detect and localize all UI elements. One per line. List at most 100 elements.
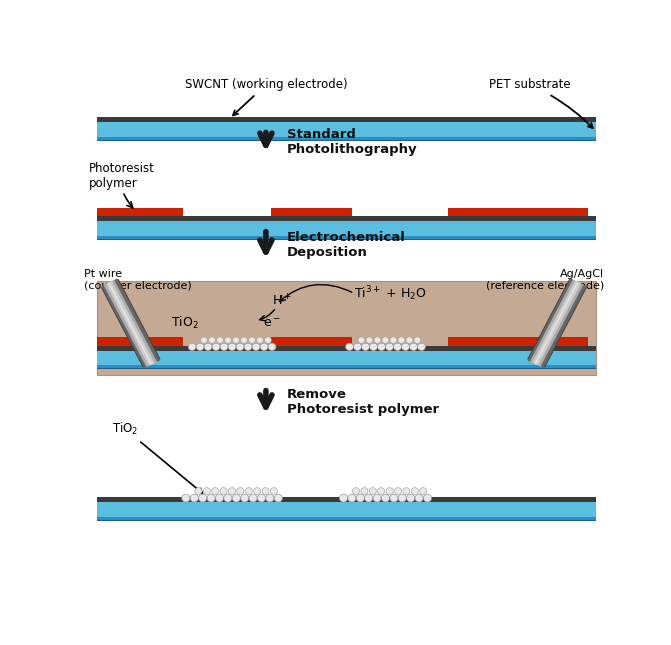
Bar xyxy=(97,497,596,502)
Circle shape xyxy=(346,343,354,351)
Circle shape xyxy=(394,343,401,351)
Circle shape xyxy=(209,337,215,343)
Bar xyxy=(97,239,596,241)
Text: TiO$_2$: TiO$_2$ xyxy=(170,315,199,332)
Bar xyxy=(448,208,588,217)
Bar xyxy=(97,236,596,241)
Circle shape xyxy=(358,337,365,343)
Circle shape xyxy=(241,494,249,502)
Circle shape xyxy=(348,494,356,502)
Circle shape xyxy=(236,343,244,351)
Circle shape xyxy=(364,494,373,502)
Circle shape xyxy=(390,337,397,343)
Text: Electrochemical
Deposition: Electrochemical Deposition xyxy=(287,231,405,259)
Circle shape xyxy=(419,488,427,495)
Text: e$^-$: e$^-$ xyxy=(263,317,281,330)
Text: PET substrate: PET substrate xyxy=(490,78,592,128)
Circle shape xyxy=(256,337,264,343)
Bar xyxy=(97,208,183,217)
Circle shape xyxy=(262,488,269,495)
Circle shape xyxy=(369,488,376,495)
Text: SWCNT (working electrode): SWCNT (working electrode) xyxy=(185,78,347,115)
Circle shape xyxy=(232,494,240,502)
Circle shape xyxy=(374,337,381,343)
Circle shape xyxy=(270,488,278,495)
Bar xyxy=(97,520,596,521)
Circle shape xyxy=(254,488,261,495)
Circle shape xyxy=(240,337,248,343)
Circle shape xyxy=(352,488,360,495)
Circle shape xyxy=(224,494,232,502)
Circle shape xyxy=(207,494,215,502)
Circle shape xyxy=(233,337,240,343)
Circle shape xyxy=(199,494,207,502)
Circle shape xyxy=(406,337,413,343)
Circle shape xyxy=(201,337,207,343)
Circle shape xyxy=(260,343,268,351)
Circle shape xyxy=(386,488,393,495)
Text: Ag/AgCl
(reference electrode): Ag/AgCl (reference electrode) xyxy=(486,268,604,290)
Bar xyxy=(271,337,352,346)
Circle shape xyxy=(415,494,423,502)
Circle shape xyxy=(417,343,425,351)
Circle shape xyxy=(252,343,260,351)
Circle shape xyxy=(378,343,385,351)
Circle shape xyxy=(268,343,276,351)
Circle shape xyxy=(195,488,202,495)
Circle shape xyxy=(340,494,348,502)
Circle shape xyxy=(414,337,421,343)
Circle shape xyxy=(381,494,390,502)
Circle shape xyxy=(274,494,282,502)
Bar xyxy=(448,337,588,346)
Circle shape xyxy=(264,337,271,343)
Circle shape xyxy=(411,488,419,495)
Circle shape xyxy=(237,488,244,495)
Text: Remove
Photoresist polymer: Remove Photoresist polymer xyxy=(287,388,439,416)
Bar xyxy=(97,221,596,241)
Bar xyxy=(97,117,596,122)
Circle shape xyxy=(398,337,405,343)
Circle shape xyxy=(356,494,364,502)
Text: Photoresist
polymer: Photoresist polymer xyxy=(89,162,155,190)
Circle shape xyxy=(244,343,252,351)
Bar xyxy=(97,351,596,370)
Circle shape xyxy=(370,343,377,351)
Bar xyxy=(97,517,596,521)
Circle shape xyxy=(401,343,409,351)
Bar xyxy=(97,502,596,521)
Circle shape xyxy=(204,343,212,351)
Circle shape xyxy=(409,343,417,351)
Bar xyxy=(97,140,596,141)
Text: H$^+$: H$^+$ xyxy=(272,293,291,308)
Circle shape xyxy=(203,488,211,495)
Bar xyxy=(97,368,596,370)
Bar xyxy=(97,281,596,375)
Circle shape xyxy=(354,343,362,351)
Circle shape xyxy=(258,494,266,502)
Circle shape xyxy=(362,343,370,351)
Circle shape xyxy=(228,488,236,495)
Circle shape xyxy=(225,337,231,343)
Circle shape xyxy=(361,488,368,495)
Circle shape xyxy=(390,494,398,502)
Circle shape xyxy=(228,343,236,351)
Bar xyxy=(97,217,596,221)
Circle shape xyxy=(403,488,410,495)
Circle shape xyxy=(211,488,219,495)
Circle shape xyxy=(248,337,256,343)
Bar xyxy=(97,122,596,141)
Circle shape xyxy=(395,488,401,495)
Circle shape xyxy=(407,494,415,502)
Bar xyxy=(271,208,352,217)
Circle shape xyxy=(215,494,223,502)
Circle shape xyxy=(249,494,257,502)
Circle shape xyxy=(398,494,407,502)
Text: Ti$^{3+}$ + H$_2$O: Ti$^{3+}$ + H$_2$O xyxy=(354,284,427,303)
Circle shape xyxy=(266,494,274,502)
Circle shape xyxy=(378,488,384,495)
Circle shape xyxy=(190,494,199,502)
Circle shape xyxy=(188,343,196,351)
Bar xyxy=(97,337,183,346)
Circle shape xyxy=(196,343,204,351)
Circle shape xyxy=(245,488,252,495)
